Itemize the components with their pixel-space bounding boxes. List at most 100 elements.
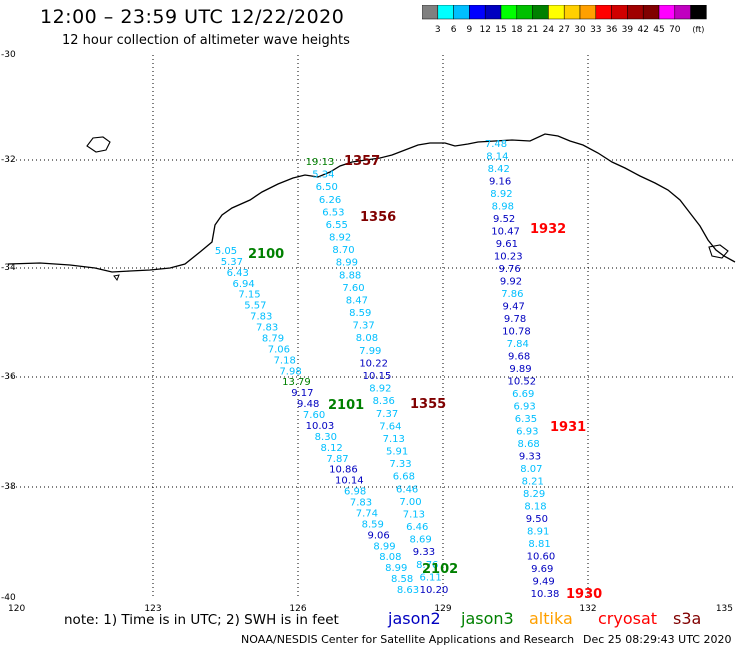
colorbar-label: 3 xyxy=(435,25,441,35)
wave-height-value: 8.63 xyxy=(397,585,419,596)
wave-height-value: 9.89 xyxy=(509,364,531,375)
track-time-label: 2100 xyxy=(248,247,284,262)
wave-height-value: 9.33 xyxy=(413,547,435,558)
wave-height-value: 8.59 xyxy=(362,519,384,530)
colorbar-label: 6 xyxy=(451,25,457,35)
wave-height-value: 7.00 xyxy=(399,497,421,508)
wave-height-value: 8.59 xyxy=(349,308,371,319)
wave-height-value: 5.05 xyxy=(215,246,237,257)
lon-label: 126 xyxy=(289,604,306,614)
island-south-west xyxy=(113,274,120,282)
wave-height-value: 8.92 xyxy=(369,384,391,395)
footer-note: note: 1) Time is in UTC; 2) SWH is in fe… xyxy=(64,612,339,628)
wave-height-value: 8.88 xyxy=(339,270,361,281)
wave-height-value: 7.60 xyxy=(303,410,325,421)
wave-height-value: 10.23 xyxy=(494,252,523,263)
wave-height-value: 8.36 xyxy=(373,396,395,407)
wave-height-value: 6.43 xyxy=(227,268,249,279)
wave-height-value: 7.48 xyxy=(485,139,507,150)
legend-jason3: jason3 xyxy=(461,609,514,628)
colorbar-label: 70 xyxy=(669,25,681,35)
legend-jason2: jason2 xyxy=(388,609,441,628)
wave-height-value: 9.17 xyxy=(291,388,313,399)
wave-height-value: 8.30 xyxy=(315,432,337,443)
footer-credit: NOAA/NESDIS Center for Satellite Applica… xyxy=(241,633,575,646)
wave-height-value: 8.79 xyxy=(262,333,284,344)
wave-height-value: 8.07 xyxy=(520,464,542,475)
wave-height-value: 7.84 xyxy=(507,339,529,350)
wave-height-value: 7.37 xyxy=(352,321,374,332)
wave-height-value: 7.74 xyxy=(356,508,378,519)
wave-height-value: 8.29 xyxy=(523,489,545,500)
wave-height-value: 6.26 xyxy=(319,195,341,206)
wave-height-value: 9.92 xyxy=(500,277,522,288)
wave-height-value: 10.03 xyxy=(306,421,335,432)
colorbar-unit: (ft) xyxy=(692,25,704,34)
colorbar-label: 45 xyxy=(653,25,664,35)
wave-height-value: 5.57 xyxy=(244,301,266,312)
track-time-label: 2101 xyxy=(328,398,364,413)
wave-height-value: 6.46 xyxy=(406,522,428,533)
island-west xyxy=(86,136,111,153)
colorbar-label: 27 xyxy=(558,25,569,35)
wave-height-value: 10.14 xyxy=(335,476,364,487)
wave-height-value: 9.61 xyxy=(496,239,518,250)
wave-height-value: 8.91 xyxy=(527,527,549,538)
wave-height-value: 7.64 xyxy=(379,421,401,432)
wave-height-value: 9.48 xyxy=(297,399,319,410)
wave-height-value: 9.49 xyxy=(533,577,555,588)
island-east xyxy=(708,244,729,259)
wave-height-value: 7.98 xyxy=(279,366,301,377)
wave-height-value: 8.92 xyxy=(490,189,512,200)
wave-height-value: 8.14 xyxy=(486,152,508,163)
chart-subtitle: 12 hour collection of altimeter wave hei… xyxy=(62,33,350,48)
wave-height-value: 7.06 xyxy=(268,344,290,355)
wave-height-value: 10.47 xyxy=(491,227,520,238)
track-time-label: 2102 xyxy=(422,562,458,577)
wave-height-value: 8.98 xyxy=(492,202,514,213)
track-time-label: 1931 xyxy=(550,420,586,435)
footer-timestamp: Dec 25 08:29:43 UTC 2020 xyxy=(583,633,732,646)
wave-height-value: 19.13 xyxy=(306,157,335,168)
wave-height-value: 6.93 xyxy=(516,427,538,438)
colorbar-label: 33 xyxy=(590,25,601,35)
wave-height-value: 7.87 xyxy=(326,454,348,465)
wave-height-value: 7.60 xyxy=(342,283,364,294)
wave-height-value: 9.16 xyxy=(489,177,511,188)
wave-height-value: 6.53 xyxy=(322,207,344,218)
track-time-label: 1932 xyxy=(530,222,566,237)
wave-height-value: 5.34 xyxy=(312,170,334,181)
wave-height-value: 6.35 xyxy=(515,414,537,425)
colorbar-label: 36 xyxy=(606,25,618,35)
wave-height-value: 7.18 xyxy=(274,355,296,366)
wave-height-value: 8.68 xyxy=(518,439,540,450)
wave-height-value: 8.08 xyxy=(379,552,401,563)
wave-height-value: 7.13 xyxy=(383,434,405,445)
track-time-label: 1356 xyxy=(360,210,396,225)
wave-height-value: 8.47 xyxy=(346,295,368,306)
lon-label: 129 xyxy=(434,604,451,614)
wave-height-value: 9.52 xyxy=(493,214,515,225)
lat-labels: -30 -32 -34 -36 -38 -40 xyxy=(1,50,16,603)
wave-height-value: 9.06 xyxy=(368,530,390,541)
colorbar-label: 39 xyxy=(622,25,634,35)
colorbar-label: 24 xyxy=(543,25,555,35)
wave-height-value: 6.93 xyxy=(513,402,535,413)
wave-height-value: 7.86 xyxy=(501,289,523,300)
lon-labels: 120 123 126 129 132 135 xyxy=(8,604,733,614)
wave-height-value: 8.81 xyxy=(528,539,550,550)
wave-height-value: 7.99 xyxy=(359,346,381,357)
wave-height-value: 7.13 xyxy=(403,509,425,520)
wave-height-value: 6.55 xyxy=(326,220,348,231)
colorbar-label: 15 xyxy=(495,25,506,35)
lat-label: -30 xyxy=(1,50,16,60)
wave-height-value: 13.79 xyxy=(282,377,311,388)
wave-height-value: 9.47 xyxy=(503,302,525,313)
colorbar-label: 30 xyxy=(574,25,586,35)
wave-height-value: 8.21 xyxy=(522,477,544,488)
wave-height-value: 6.94 xyxy=(232,279,254,290)
wave-height-value: 10.60 xyxy=(527,552,556,563)
wave-height-value: 8.76 xyxy=(416,560,438,571)
wave-height-value: 7.83 xyxy=(250,312,272,323)
